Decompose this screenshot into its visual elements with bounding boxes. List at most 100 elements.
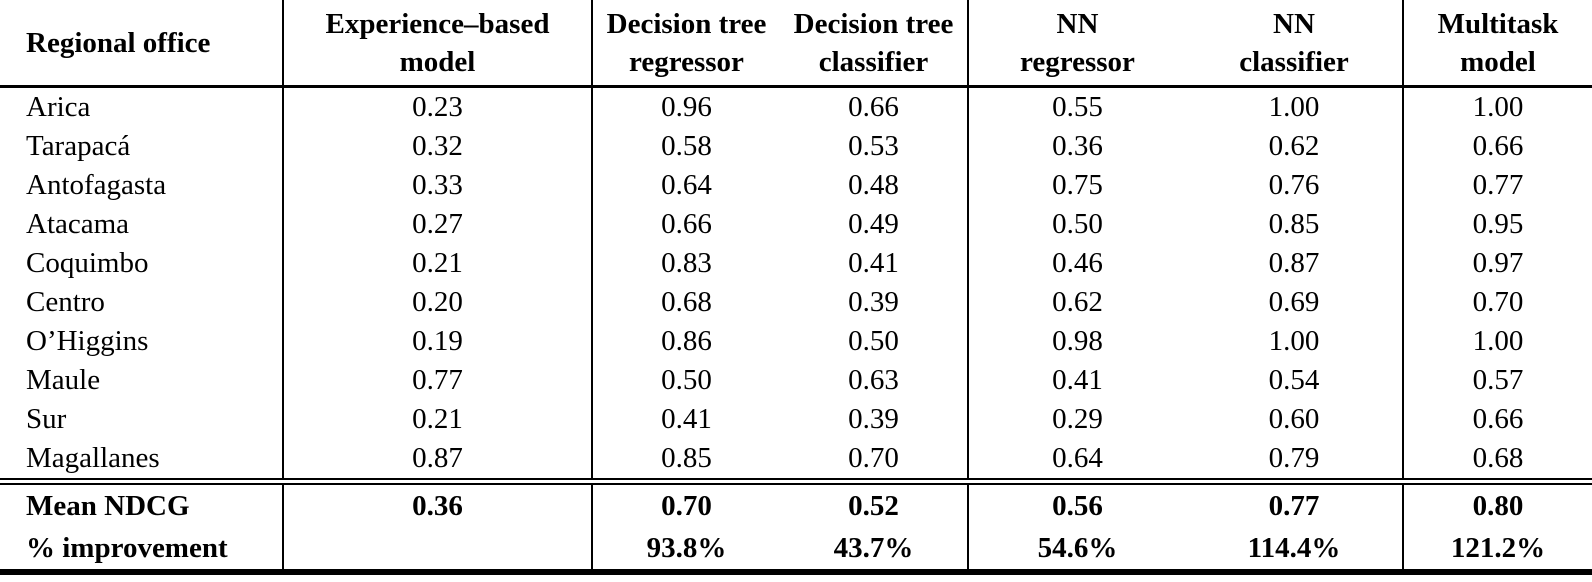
header-line: NN	[1056, 7, 1099, 40]
office-cell: Tarapacá	[26, 130, 131, 162]
office-cell: Arica	[26, 91, 91, 123]
office-cell: Sur	[26, 403, 67, 435]
value-cell: 1.00	[1402, 86, 1592, 127]
table-body: Arica 0.23 0.96 0.66 0.55 1.00 1.00 Tarapacá 0.3…	[0, 86, 1592, 482]
table-row: Atacama 0.27 0.66 0.49 0.50 0.85 0.95	[0, 205, 1592, 244]
value-cell: 0.97	[1402, 244, 1592, 283]
header-line: Experience–based	[325, 7, 550, 40]
value-cell: 0.85	[591, 439, 780, 482]
value-cell: 0.87	[282, 439, 592, 482]
header-line: Decision tree	[606, 7, 767, 40]
value-cell: 0.66	[848, 91, 899, 123]
value-cell: 0.52	[780, 478, 968, 527]
value-cell: 0.50	[848, 325, 899, 357]
value-cell: 0.66	[1402, 400, 1592, 439]
table-row: Mean NDCG 0.36 0.70 0.52 0.56 0.77 0.80	[0, 478, 1592, 527]
header-line: model	[1460, 45, 1536, 78]
value-cell: 0.53	[848, 130, 899, 162]
value-cell: 0.62	[1268, 130, 1320, 162]
header-line: Multitask	[1437, 7, 1559, 40]
value-cell: 0.33	[282, 166, 592, 205]
value-cell: 1.00	[1268, 325, 1320, 357]
office-cell: O’Higgins	[26, 325, 149, 357]
value-cell: 43.7%	[780, 527, 968, 575]
value-cell: 1.00	[1268, 91, 1320, 123]
value-cell: 54.6%	[967, 527, 1186, 575]
office-cell: Antofagasta	[26, 169, 167, 201]
value-cell: 0.85	[1268, 208, 1320, 240]
value-cell: 0.69	[1268, 286, 1320, 318]
value-cell	[282, 527, 592, 575]
value-cell: 0.96	[591, 86, 780, 127]
header-line: Decision tree	[793, 7, 954, 40]
value-cell: 0.80	[1402, 478, 1592, 527]
value-cell: 0.77	[1186, 478, 1403, 527]
value-cell: 0.76	[1268, 169, 1320, 201]
header-line: Regional office	[26, 26, 211, 59]
table-row: O’Higgins 0.19 0.86 0.50 0.98 1.00 1.00	[0, 322, 1592, 361]
column-header-nn-classifier: NN classifier	[1186, 0, 1403, 88]
value-cell: 0.55	[967, 86, 1186, 127]
value-cell: 0.77	[282, 361, 592, 400]
table-row: Tarapacá 0.32 0.58 0.53 0.36 0.62 0.66	[0, 127, 1592, 166]
value-cell: 0.64	[967, 439, 1186, 482]
value-cell: 0.49	[848, 208, 899, 240]
value-cell: 0.60	[1268, 403, 1320, 435]
value-cell: 0.66	[591, 205, 780, 244]
value-cell: 0.27	[282, 205, 592, 244]
column-header-multitask-model: Multitask model	[1402, 0, 1592, 88]
value-cell: 0.58	[591, 127, 780, 166]
value-cell: 0.86	[591, 322, 780, 361]
footer-label-cell: % improvement	[0, 527, 283, 575]
value-cell: 0.79	[1268, 442, 1320, 474]
value-cell: 0.36	[282, 478, 592, 527]
footer-label-cell: Mean NDCG	[0, 478, 283, 527]
value-cell: 0.87	[1268, 247, 1320, 279]
column-header-decision-tree-regressor: Decision tree regressor	[591, 0, 780, 88]
value-cell: 0.98	[967, 322, 1186, 361]
table-row: Antofagasta 0.33 0.64 0.48 0.75 0.76 0.77	[0, 166, 1592, 205]
table-row: Magallanes 0.87 0.85 0.70 0.64 0.79 0.68	[0, 439, 1592, 482]
value-cell: 0.50	[967, 205, 1186, 244]
office-cell: Maule	[26, 364, 101, 396]
table-row: Centro 0.20 0.68 0.39 0.62 0.69 0.70	[0, 283, 1592, 322]
value-cell: 1.00	[1402, 322, 1592, 361]
value-cell: 0.32	[282, 127, 592, 166]
value-cell: 0.41	[967, 361, 1186, 400]
table-footer: Mean NDCG 0.36 0.70 0.52 0.56 0.77 0.80% impro…	[0, 478, 1592, 575]
value-cell: 0.64	[591, 166, 780, 205]
value-cell: 0.66	[1402, 127, 1592, 166]
table-row: Coquimbo 0.21 0.83 0.41 0.46 0.87 0.97	[0, 244, 1592, 283]
value-cell: 0.62	[967, 283, 1186, 322]
value-cell: 0.19	[282, 322, 592, 361]
value-cell: 93.8%	[591, 527, 780, 575]
value-cell: 0.70	[1402, 283, 1592, 322]
value-cell: 0.70	[591, 478, 780, 527]
value-cell: 0.95	[1402, 205, 1592, 244]
value-cell: 0.48	[848, 169, 899, 201]
value-cell: 0.41	[591, 400, 780, 439]
value-cell: 0.21	[282, 244, 592, 283]
value-cell: 0.46	[967, 244, 1186, 283]
value-cell: 0.41	[848, 247, 899, 279]
value-cell: 0.75	[967, 166, 1186, 205]
table-row: % improvement 93.8% 43.7% 54.6% 114.4% 121.2%	[0, 527, 1592, 575]
table-row: Arica 0.23 0.96 0.66 0.55 1.00 1.00	[0, 86, 1592, 127]
table-row: Maule 0.77 0.50 0.63 0.41 0.54 0.57	[0, 361, 1592, 400]
column-header-regional-office: Regional office	[0, 0, 283, 88]
value-cell: 0.21	[282, 400, 592, 439]
office-cell: Coquimbo	[26, 247, 149, 279]
value-cell: 0.68	[1402, 439, 1592, 482]
value-cell: 121.2%	[1402, 527, 1592, 575]
value-cell: 0.68	[591, 283, 780, 322]
value-cell: 114.4%	[1186, 527, 1403, 575]
value-cell: 0.50	[591, 361, 780, 400]
header-line: regressor	[629, 45, 744, 78]
column-header-experience-based-model: Experience–based model	[282, 0, 592, 88]
office-cell: Centro	[26, 286, 105, 318]
header-line: classifier	[1239, 45, 1349, 78]
value-cell: 0.57	[1402, 361, 1592, 400]
value-cell: 0.23	[282, 86, 592, 127]
header-line: regressor	[1020, 45, 1135, 78]
